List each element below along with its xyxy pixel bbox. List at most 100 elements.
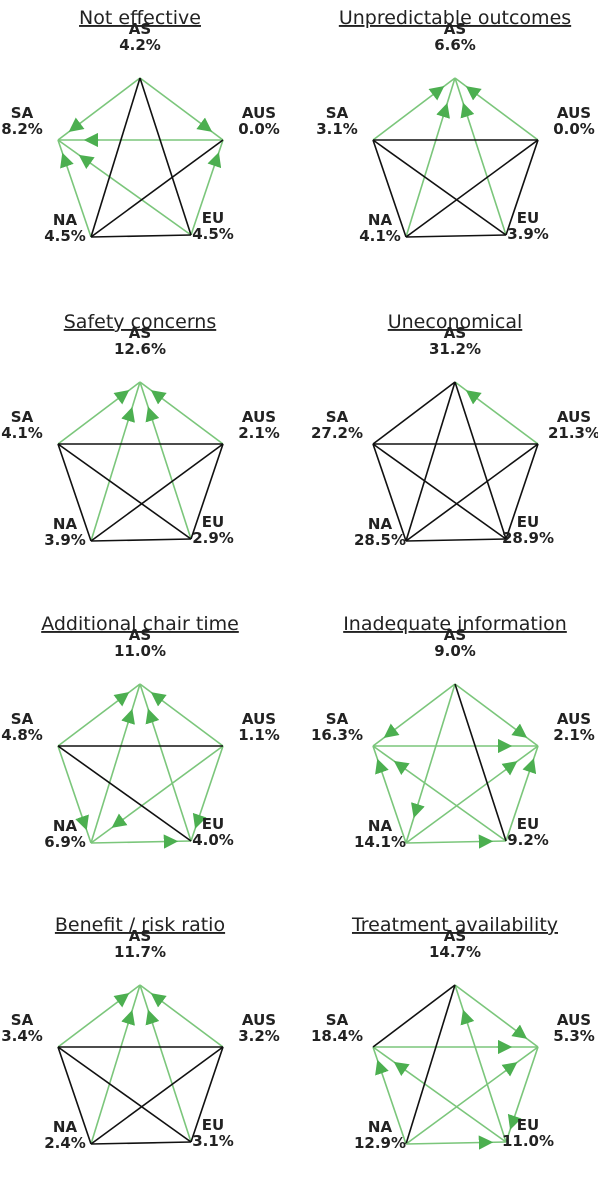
edge	[139, 381, 192, 540]
node-label: EU	[517, 1116, 539, 1134]
edge	[90, 1046, 224, 1145]
node-value: 28.9%	[502, 529, 554, 547]
edge-arrow	[428, 86, 445, 101]
edge	[454, 984, 507, 1143]
node-label: SA	[11, 710, 34, 728]
edge-arrow	[111, 813, 128, 828]
node-value: 12.6%	[114, 340, 166, 358]
edge	[505, 139, 539, 236]
edge-arrow	[393, 760, 410, 776]
edge-arrow	[150, 692, 167, 707]
node-value: 3.2%	[238, 1027, 280, 1045]
edge-arrow	[75, 814, 89, 831]
node-value: 6.9%	[44, 833, 86, 851]
node-label: AS	[129, 927, 151, 945]
node-value: 3.9%	[44, 531, 86, 549]
node-label: AS	[444, 324, 466, 342]
edge	[372, 139, 507, 236]
edge	[57, 139, 192, 236]
node-label: EU	[517, 815, 539, 833]
edge-arrow	[511, 1024, 528, 1039]
node-label: AS	[444, 927, 466, 945]
node-label: AS	[129, 20, 151, 38]
node-value: 5.3%	[553, 1027, 595, 1045]
panel-title: Not effective	[79, 7, 201, 29]
node-label: SA	[11, 408, 34, 426]
edge	[139, 77, 224, 141]
node-value: 31.2%	[429, 340, 481, 358]
panel: Not effectiveAS4.2%AUS0.0%EU4.5%NA4.5%SA…	[1, 7, 280, 245]
edge	[372, 745, 507, 842]
node-label: SA	[11, 104, 34, 122]
edge	[454, 984, 539, 1048]
node-label: AUS	[557, 710, 591, 728]
node-label: AS	[444, 20, 466, 38]
edge	[139, 984, 192, 1143]
node-value: 4.2%	[119, 36, 161, 54]
edge	[454, 683, 539, 747]
node-label: NA	[53, 1118, 78, 1136]
edge-arrow	[145, 406, 160, 423]
node-value: 4.1%	[359, 227, 401, 245]
edge	[57, 683, 141, 747]
node-value: 9.0%	[434, 642, 476, 660]
edge-arrow	[196, 117, 213, 132]
edge	[190, 443, 224, 540]
edge	[405, 77, 456, 238]
node-value: 2.4%	[44, 1134, 86, 1152]
node-label: AUS	[242, 1011, 276, 1029]
node-label: AS	[129, 324, 151, 342]
edge	[190, 1046, 224, 1143]
node-label: AUS	[242, 104, 276, 122]
edge	[90, 1141, 192, 1145]
edge-arrow	[465, 86, 482, 101]
node-value: 8.2%	[1, 120, 43, 138]
edge-arrow	[436, 102, 450, 119]
edge	[139, 77, 192, 236]
edge-arrow	[150, 390, 167, 405]
edge	[90, 77, 141, 238]
node-label: AUS	[557, 1011, 591, 1029]
node-value: 14.7%	[429, 943, 481, 961]
node-value: 28.5%	[354, 531, 406, 549]
edge-arrow	[522, 758, 537, 775]
node-label: EU	[202, 209, 224, 227]
node-label: AUS	[557, 104, 591, 122]
node-value: 4.8%	[1, 726, 43, 744]
edge	[57, 1046, 92, 1145]
edge	[454, 683, 507, 842]
edge	[139, 381, 224, 445]
edge	[405, 984, 456, 1145]
edge	[57, 77, 141, 141]
panel-title: Safety concerns	[64, 311, 216, 333]
node-label: NA	[53, 817, 78, 835]
node-label: AS	[444, 626, 466, 644]
node-value: 27.2%	[311, 424, 363, 442]
node-value: 12.9%	[354, 1134, 406, 1152]
node-value: 4.5%	[192, 225, 234, 243]
edge	[90, 234, 192, 238]
node-value: 3.4%	[1, 1027, 43, 1045]
edge	[139, 683, 192, 842]
edge	[90, 984, 141, 1145]
edge	[405, 683, 456, 844]
node-label: SA	[11, 1011, 34, 1029]
node-value: 11.7%	[114, 943, 166, 961]
edge-arrow	[375, 758, 389, 775]
edge-arrow	[121, 406, 135, 423]
edge-arrow	[411, 802, 425, 819]
edge-arrow	[507, 1113, 522, 1130]
node-label: EU	[517, 209, 539, 227]
edge-arrow	[145, 1009, 160, 1026]
node-label: NA	[53, 515, 78, 533]
edge	[372, 77, 456, 141]
node-value: 3.9%	[507, 225, 549, 243]
edge	[454, 77, 539, 141]
node-value: 2.9%	[192, 529, 234, 547]
edge	[372, 381, 456, 445]
panel-title: Uneconomical	[388, 311, 523, 333]
